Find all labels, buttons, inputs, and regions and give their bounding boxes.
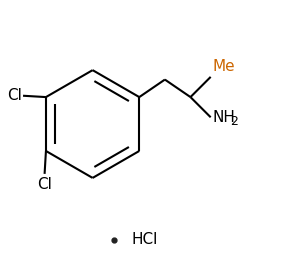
Text: 2: 2 — [230, 115, 238, 128]
Text: Cl: Cl — [37, 177, 52, 192]
Text: NH: NH — [212, 110, 235, 125]
Text: Me: Me — [212, 59, 235, 74]
Text: HCl: HCl — [132, 232, 158, 248]
Text: Cl: Cl — [7, 88, 22, 103]
